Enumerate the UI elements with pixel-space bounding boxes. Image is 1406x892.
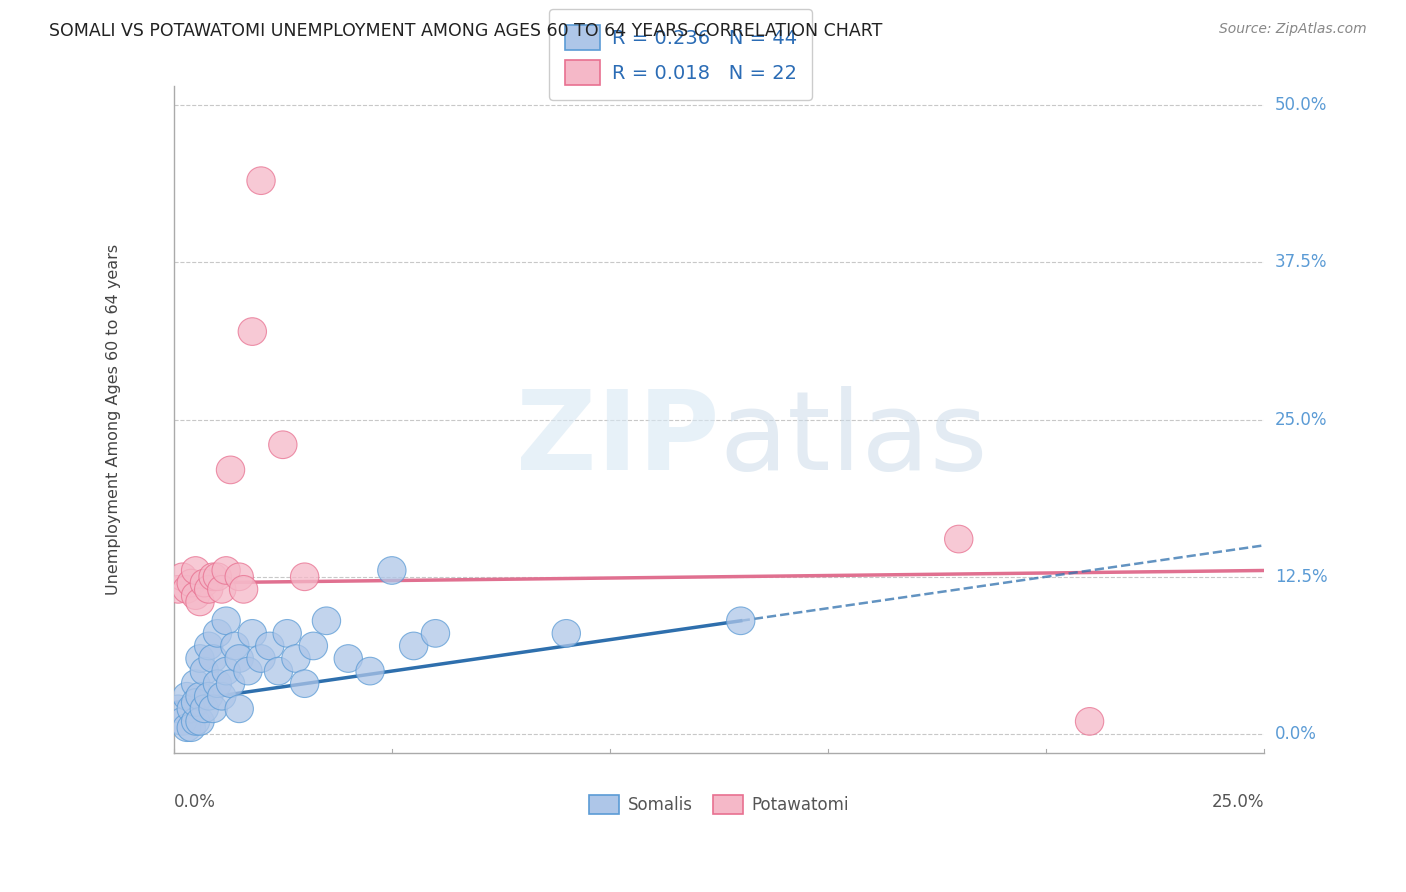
Ellipse shape (233, 657, 262, 685)
Ellipse shape (194, 632, 224, 660)
Ellipse shape (173, 682, 201, 710)
Text: 25.0%: 25.0% (1212, 793, 1264, 811)
Ellipse shape (194, 575, 224, 603)
Ellipse shape (181, 670, 209, 698)
Ellipse shape (186, 588, 214, 615)
Ellipse shape (225, 695, 253, 723)
Ellipse shape (177, 695, 205, 723)
Text: atlas: atlas (718, 386, 987, 493)
Ellipse shape (225, 645, 253, 673)
Text: 0.0%: 0.0% (174, 793, 215, 811)
Text: Unemployment Among Ages 60 to 64 years: Unemployment Among Ages 60 to 64 years (107, 244, 121, 595)
Ellipse shape (165, 575, 193, 603)
Ellipse shape (264, 657, 292, 685)
Ellipse shape (181, 689, 209, 716)
Ellipse shape (198, 563, 228, 591)
Ellipse shape (212, 607, 240, 634)
Ellipse shape (212, 657, 240, 685)
Ellipse shape (177, 569, 205, 597)
Ellipse shape (399, 632, 427, 660)
Ellipse shape (238, 620, 267, 648)
Ellipse shape (190, 657, 218, 685)
Ellipse shape (229, 575, 257, 603)
Ellipse shape (186, 682, 214, 710)
Ellipse shape (212, 557, 240, 584)
Ellipse shape (356, 657, 384, 685)
Text: 12.5%: 12.5% (1275, 568, 1327, 586)
Text: 37.5%: 37.5% (1275, 253, 1327, 271)
Ellipse shape (378, 557, 406, 584)
Ellipse shape (181, 582, 209, 609)
Ellipse shape (190, 695, 218, 723)
Legend: Somalis, Potawatomi: Somalis, Potawatomi (582, 789, 855, 822)
Ellipse shape (190, 569, 218, 597)
Text: 50.0%: 50.0% (1275, 96, 1327, 114)
Text: SOMALI VS POTAWATOMI UNEMPLOYMENT AMONG AGES 60 TO 64 YEARS CORRELATION CHART: SOMALI VS POTAWATOMI UNEMPLOYMENT AMONG … (49, 22, 883, 40)
Text: Source: ZipAtlas.com: Source: ZipAtlas.com (1219, 22, 1367, 37)
Ellipse shape (208, 575, 236, 603)
Ellipse shape (312, 607, 340, 634)
Ellipse shape (247, 645, 276, 673)
Ellipse shape (225, 563, 253, 591)
Text: 0.0%: 0.0% (1275, 725, 1317, 743)
Text: ZIP: ZIP (516, 386, 718, 493)
Ellipse shape (299, 632, 328, 660)
Ellipse shape (727, 607, 755, 634)
Ellipse shape (173, 575, 201, 603)
Ellipse shape (177, 714, 205, 741)
Ellipse shape (186, 645, 214, 673)
Text: 25.0%: 25.0% (1275, 410, 1327, 428)
Ellipse shape (169, 707, 197, 735)
Ellipse shape (238, 318, 267, 345)
Ellipse shape (217, 456, 245, 483)
Ellipse shape (335, 645, 363, 673)
Ellipse shape (204, 563, 232, 591)
Ellipse shape (198, 695, 228, 723)
Ellipse shape (194, 682, 224, 710)
Ellipse shape (553, 620, 581, 648)
Ellipse shape (291, 563, 319, 591)
Ellipse shape (269, 431, 297, 458)
Ellipse shape (181, 557, 209, 584)
Ellipse shape (165, 695, 193, 723)
Ellipse shape (186, 707, 214, 735)
Ellipse shape (221, 632, 249, 660)
Ellipse shape (217, 670, 245, 698)
Ellipse shape (208, 682, 236, 710)
Ellipse shape (256, 632, 284, 660)
Ellipse shape (204, 670, 232, 698)
Ellipse shape (273, 620, 301, 648)
Ellipse shape (173, 714, 201, 741)
Ellipse shape (198, 645, 228, 673)
Ellipse shape (247, 167, 276, 194)
Ellipse shape (291, 670, 319, 698)
Ellipse shape (1076, 707, 1104, 735)
Ellipse shape (204, 620, 232, 648)
Ellipse shape (169, 563, 197, 591)
Ellipse shape (422, 620, 450, 648)
Ellipse shape (281, 645, 311, 673)
Ellipse shape (945, 525, 973, 553)
Ellipse shape (181, 707, 209, 735)
